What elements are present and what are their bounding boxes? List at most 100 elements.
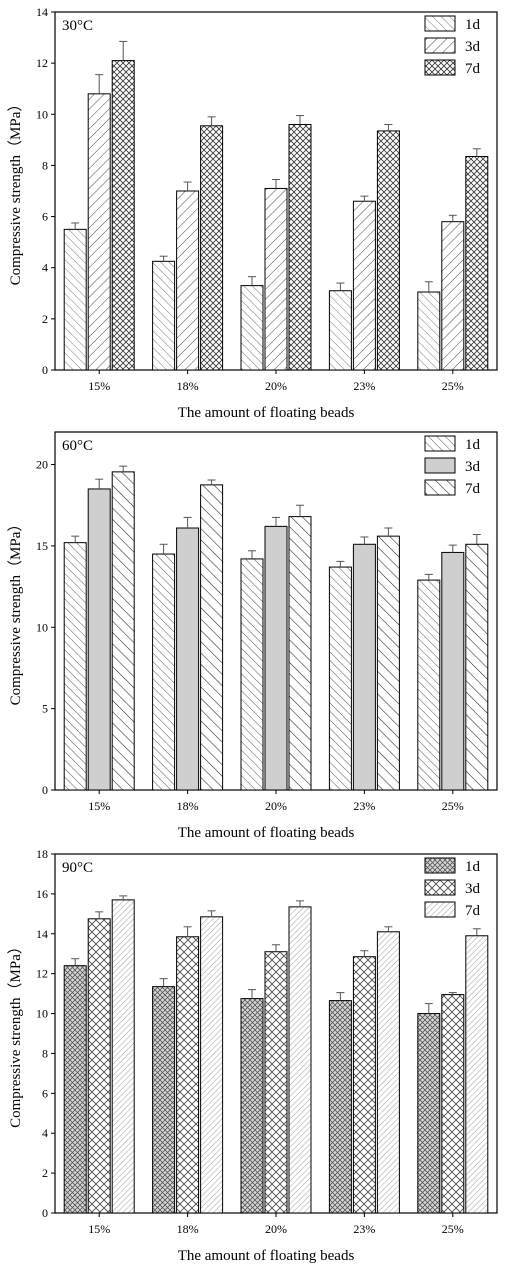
legend-swatch-1d <box>424 15 456 32</box>
y-tick-label: 4 <box>42 1126 48 1140</box>
bar-7d-18% <box>200 484 224 791</box>
legend-swatch-3d <box>424 457 456 474</box>
y-tick-label: 2 <box>42 1166 48 1180</box>
bar-3d-15% <box>87 488 111 791</box>
y-tick-label: 12 <box>36 56 48 70</box>
bar-1d-25% <box>417 291 441 371</box>
y-axis-title: Compressive strength（MPa） <box>7 939 24 1128</box>
bar-7d-20% <box>288 906 312 1214</box>
bar-7d-18% <box>200 916 224 1214</box>
x-tick-label: 18% <box>177 379 199 393</box>
x-tick-label: 20% <box>265 799 287 813</box>
y-tick-label: 6 <box>42 210 48 224</box>
y-tick-label: 10 <box>36 107 48 121</box>
legend-label-7d: 7d <box>465 61 481 77</box>
bar-3d-23% <box>352 956 376 1214</box>
x-tick-label: 23% <box>353 799 375 813</box>
bar-7d-15% <box>111 899 135 1214</box>
panel-label: 30°C <box>62 18 93 34</box>
x-axis-title: The amount of floating beads <box>178 825 355 841</box>
x-tick-label: 20% <box>265 379 287 393</box>
y-tick-label: 0 <box>42 783 48 797</box>
bar-3d-15% <box>87 93 111 371</box>
y-tick-label: 6 <box>42 1086 48 1100</box>
legend-label-1d: 1d <box>465 17 481 33</box>
x-tick-label: 18% <box>177 799 199 813</box>
bar-7d-15% <box>111 60 135 371</box>
bar-1d-18% <box>152 260 176 371</box>
y-tick-label: 18 <box>36 847 48 861</box>
legend-label-1d: 1d <box>465 859 481 875</box>
legend-swatch-3d <box>424 879 456 896</box>
bar-3d-18% <box>176 190 200 371</box>
x-tick-label: 25% <box>442 1222 464 1236</box>
bar-1d-20% <box>240 285 264 371</box>
bar-3d-20% <box>264 187 288 371</box>
chart-panel-1: 0 5 10 15 20 15% 18% 20% 23% 25% 60°C 1d 3d 7d The amo… <box>7 431 498 841</box>
legend-swatch-7d <box>424 479 456 496</box>
bar-3d-20% <box>264 951 288 1214</box>
y-tick-label: 20 <box>36 458 48 472</box>
legend-label-1d: 1d <box>465 437 481 453</box>
bar-3d-18% <box>176 936 200 1214</box>
bar-7d-25% <box>465 155 489 371</box>
legend-swatch-3d <box>424 37 456 54</box>
y-tick-label: 5 <box>42 702 48 716</box>
bar-7d-25% <box>465 543 489 791</box>
y-tick-label: 0 <box>42 1206 48 1220</box>
bar-1d-23% <box>328 290 352 371</box>
legend-label-7d: 7d <box>465 903 481 919</box>
bar-3d-20% <box>264 525 288 791</box>
y-tick-label: 15 <box>36 539 48 553</box>
bar-7d-23% <box>376 535 400 791</box>
y-tick-label: 8 <box>42 1046 48 1060</box>
legend-label-7d: 7d <box>465 481 481 497</box>
x-axis-title: The amount of floating beads <box>178 405 355 421</box>
x-tick-label: 18% <box>177 1222 199 1236</box>
bar-3d-23% <box>352 543 376 791</box>
y-tick-label: 0 <box>42 363 48 377</box>
bar-3d-23% <box>352 200 376 371</box>
bar-7d-20% <box>288 124 312 371</box>
bar-1d-20% <box>240 558 264 791</box>
legend-label-3d: 3d <box>465 39 481 55</box>
chart-panel-0: 0 2 4 6 8 10 12 14 15% 18% 20% 23% 25% 30°C 1d 3d 7d The … <box>7 5 498 421</box>
bar-3d-15% <box>87 918 111 1214</box>
bar-7d-23% <box>376 130 400 371</box>
x-tick-label: 15% <box>88 799 110 813</box>
legend-label-3d: 3d <box>465 881 481 897</box>
bar-1d-18% <box>152 553 176 791</box>
y-tick-label: 10 <box>36 1007 48 1021</box>
x-tick-label: 23% <box>353 1222 375 1236</box>
y-tick-label: 12 <box>36 967 48 981</box>
bar-1d-18% <box>152 986 176 1214</box>
legend-swatch-7d <box>424 901 456 918</box>
bar-1d-23% <box>328 566 352 791</box>
bar-1d-15% <box>63 542 87 791</box>
bar-7d-23% <box>376 931 400 1214</box>
bar-7d-15% <box>111 471 135 791</box>
y-tick-label: 10 <box>36 620 48 634</box>
x-tick-label: 20% <box>265 1222 287 1236</box>
chart-panel-2: 0 2 4 6 8 10 12 14 16 18 15% 18% 20% 23% 25% 90°C 1d 3d 7d… <box>7 847 498 1264</box>
bar-7d-20% <box>288 516 312 791</box>
legend-swatch-1d <box>424 435 456 452</box>
bar-1d-25% <box>417 1013 441 1214</box>
bar-1d-23% <box>328 1000 352 1214</box>
bar-1d-20% <box>240 998 264 1214</box>
y-tick-label: 16 <box>36 887 48 901</box>
x-tick-label: 25% <box>442 799 464 813</box>
panel-label: 90°C <box>62 860 93 876</box>
bar-1d-15% <box>63 228 87 371</box>
x-tick-label: 25% <box>442 379 464 393</box>
bar-7d-18% <box>200 125 224 371</box>
legend-label-3d: 3d <box>465 459 481 475</box>
y-axis-title: Compressive strength（MPa） <box>7 517 24 706</box>
y-tick-label: 14 <box>36 5 48 19</box>
bar-3d-25% <box>441 994 465 1214</box>
bar-1d-25% <box>417 579 441 791</box>
bar-3d-25% <box>441 551 465 791</box>
bar-3d-25% <box>441 221 465 371</box>
x-axis-title: The amount of floating beads <box>178 1248 355 1264</box>
